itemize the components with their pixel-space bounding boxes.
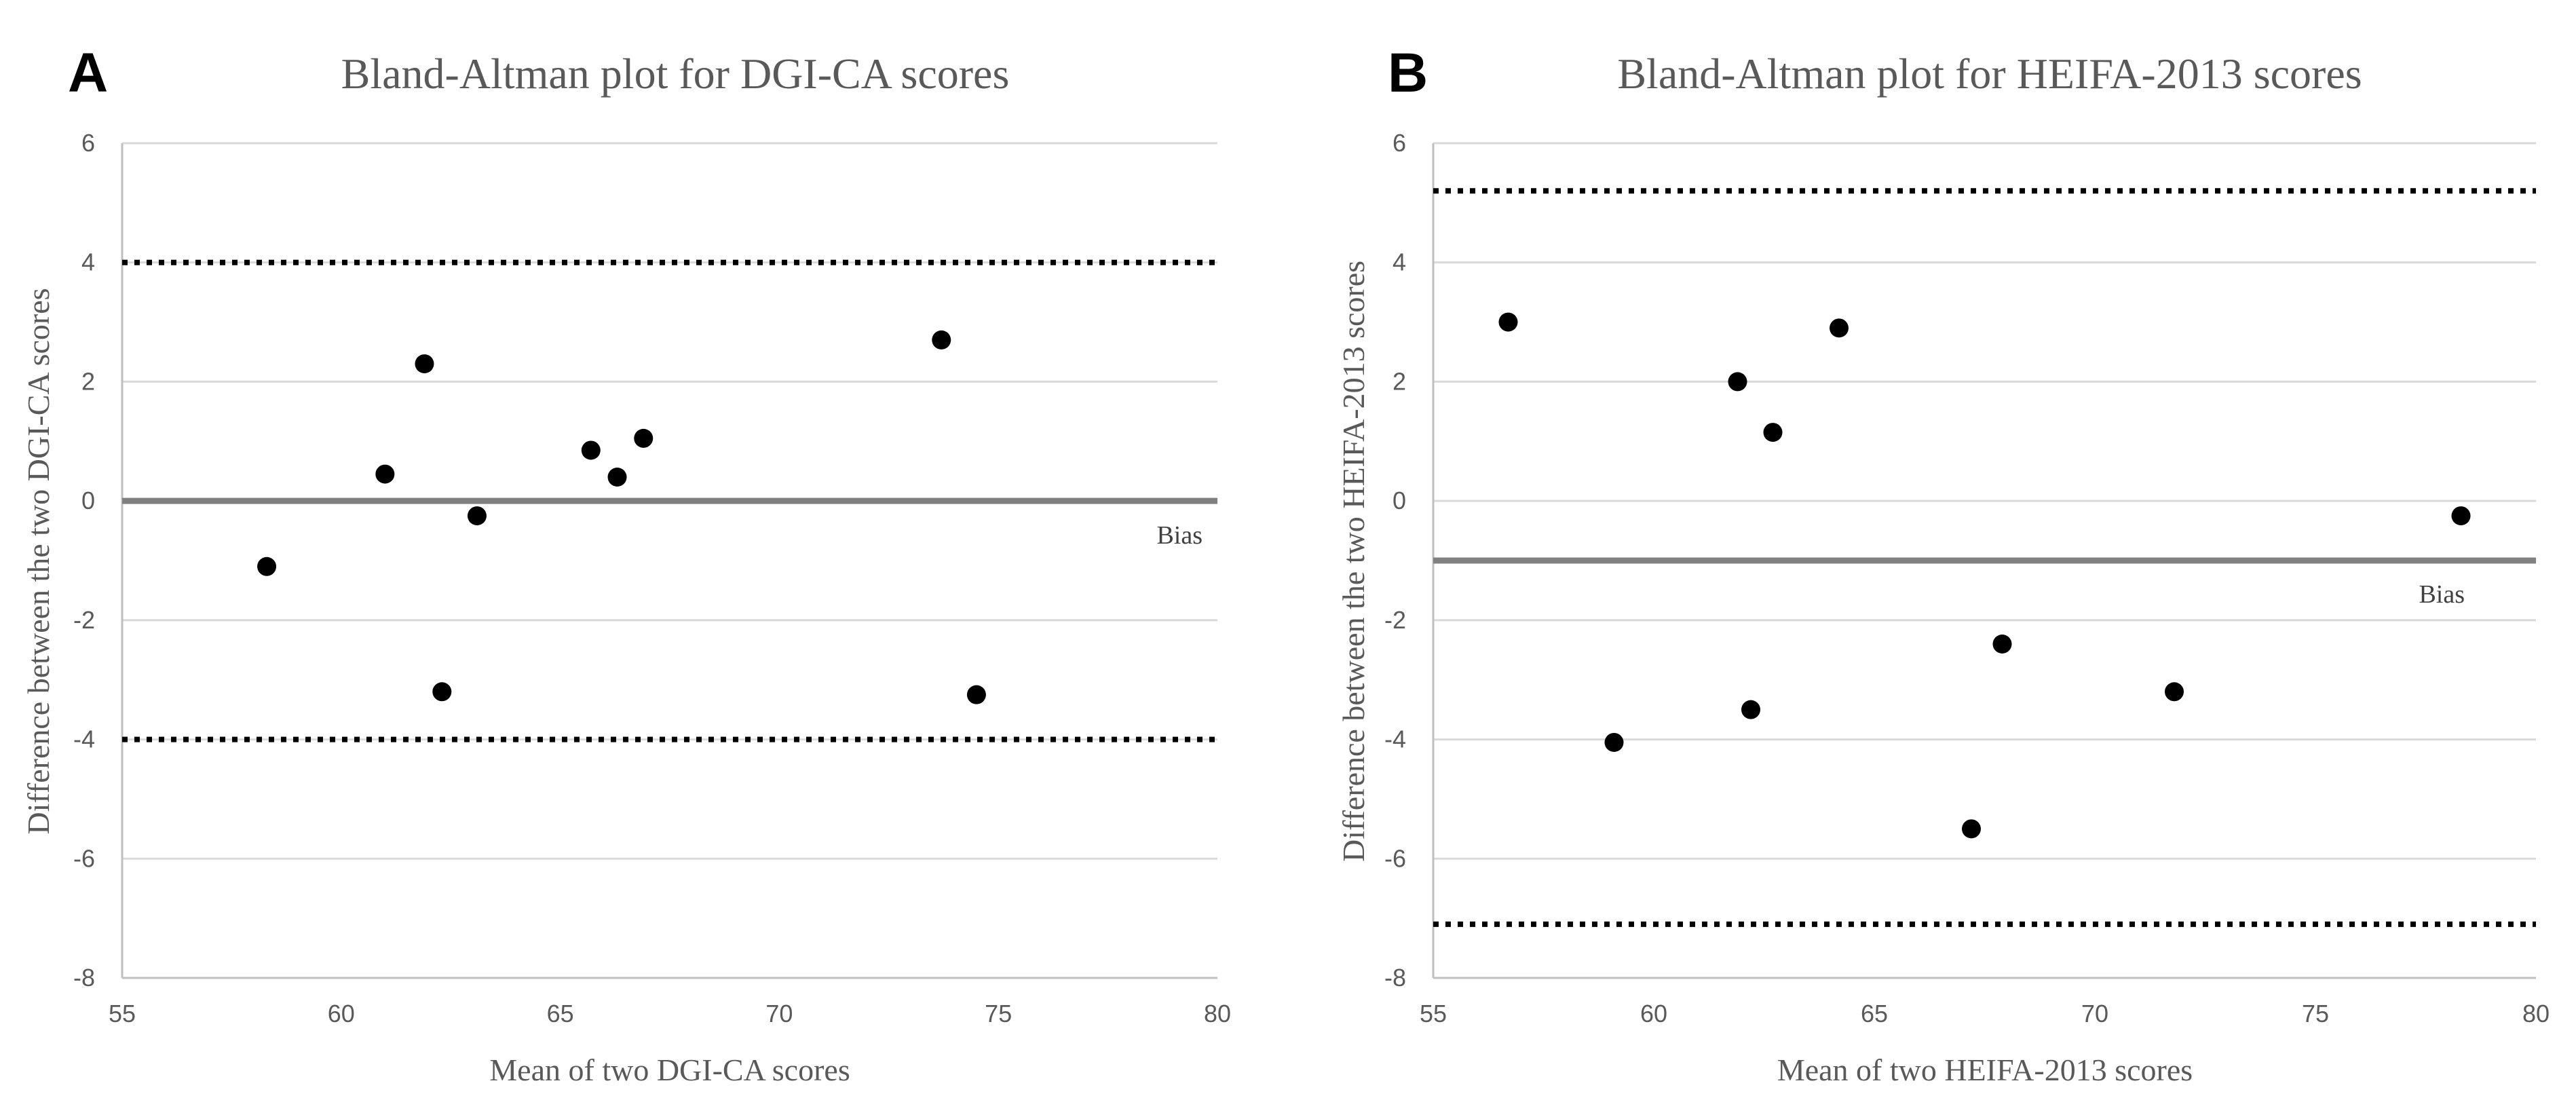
panel-b-data-point xyxy=(1830,318,1849,338)
panel-b-data-point xyxy=(2165,682,2184,702)
panel-a-data-point xyxy=(581,440,601,460)
panel-a-y-tick-label: 0 xyxy=(81,487,95,514)
panel-a-x-tick-label: 70 xyxy=(765,1000,793,1027)
panel-a: -8 -6 -4 -2 0 2 4 6 55 60 65 70 75 80 A Bland-Altman … xyxy=(21,42,1231,1087)
panel-a-data-point xyxy=(634,428,654,448)
panel-a-x-tick-label: 65 xyxy=(547,1000,574,1027)
panel-a-y-tick-label: -8 xyxy=(73,964,95,991)
panel-b-data-point xyxy=(1962,819,1981,839)
panel-a-x-tick-label: 75 xyxy=(985,1000,1012,1027)
panel-b-x-axis-label: Mean of two HEIFA-2013 scores xyxy=(1777,1053,2193,1087)
panel-b-y-tick-label: -4 xyxy=(1384,725,1406,753)
panel-a-data-point xyxy=(432,682,452,702)
panel-b-data-point xyxy=(1763,423,1783,442)
panel-b-x-tick-label: 75 xyxy=(2302,1000,2329,1027)
panel-a-grid xyxy=(121,142,1217,979)
panel-a-title: Bland-Altman plot for DGI-CA scores xyxy=(341,50,1010,98)
panel-b-y-axis-label: Difference between the two HEIFA-2013 sc… xyxy=(1336,261,1371,862)
panel-a-x-tick-label: 60 xyxy=(328,1000,355,1027)
panel-a-data-point xyxy=(257,556,277,576)
panel-a-y-tick-label: 6 xyxy=(81,129,95,157)
panel-b-reference-lines xyxy=(1433,188,2536,927)
panel-a-data-point xyxy=(467,506,487,526)
panel-a-bias-label: Bias xyxy=(1156,521,1202,550)
panel-b-bias-label: Bias xyxy=(2419,580,2465,609)
panel-b-x-tick-label: 55 xyxy=(1420,1000,1447,1027)
panel-b-y-tick-label: 2 xyxy=(1393,367,1406,395)
panel-a-data-point xyxy=(415,354,434,374)
panel-a-x-axis-label: Mean of two DGI-CA scores xyxy=(489,1053,850,1087)
panel-b-letter: B xyxy=(1388,42,1428,104)
panel-b-x-tick-label: 60 xyxy=(1640,1000,1667,1027)
panel-a-x-tick-label: 55 xyxy=(109,1000,136,1027)
panel-b-y-tick-label: 6 xyxy=(1393,129,1406,157)
panel-b-y-tick-label: -8 xyxy=(1384,964,1406,991)
panel-b-data-point xyxy=(2451,506,2471,526)
panel-b-title: Bland-Altman plot for HEIFA-2013 scores xyxy=(1617,50,2362,98)
panel-b-data-point xyxy=(1498,312,1518,332)
panel-b: -8 -6 -4 -2 0 2 4 6 55 60 65 70 75 80 B Bland-Altman … xyxy=(1336,42,2550,1087)
panel-b-y-tick-label: 4 xyxy=(1393,248,1406,276)
panel-b-x-tick-label: 70 xyxy=(2081,1000,2108,1027)
panel-b-ticks: -8 -6 -4 -2 0 2 4 6 55 60 65 70 75 80 xyxy=(1384,129,2550,1027)
panel-b-y-tick-label: -6 xyxy=(1384,844,1406,872)
panel-b-data-point xyxy=(1604,732,1624,752)
panel-b-points xyxy=(1498,312,2471,839)
panel-a-ticks: -8 -6 -4 -2 0 2 4 6 55 60 65 70 75 80 xyxy=(73,129,1231,1027)
panel-a-data-point xyxy=(966,685,986,704)
panel-b-data-point xyxy=(1741,700,1760,719)
panel-a-y-tick-label: 2 xyxy=(81,367,95,395)
panel-a-y-axis-label: Difference between the two DGI-CA scores xyxy=(21,288,56,834)
panel-b-x-tick-label: 80 xyxy=(2522,1000,2550,1027)
panel-b-y-tick-label: -2 xyxy=(1384,606,1406,634)
panel-a-y-tick-label: -6 xyxy=(73,844,95,872)
panel-a-data-point xyxy=(607,468,627,487)
panel-a-y-tick-label: -2 xyxy=(73,606,95,634)
panel-a-y-tick-label: 4 xyxy=(81,248,95,276)
panel-b-data-point xyxy=(1992,635,2012,654)
panel-a-data-point xyxy=(932,330,951,349)
panel-a-y-tick-label: -4 xyxy=(73,725,95,753)
panel-a-reference-lines xyxy=(122,259,1217,742)
panel-a-data-point xyxy=(375,464,395,484)
panel-a-letter: A xyxy=(68,42,108,104)
panel-b-y-tick-label: 0 xyxy=(1393,487,1406,514)
panel-b-data-point xyxy=(1728,372,1747,392)
panel-a-x-tick-label: 80 xyxy=(1204,1000,1231,1027)
panel-a-points xyxy=(257,330,986,704)
panel-b-x-tick-label: 65 xyxy=(1861,1000,1888,1027)
